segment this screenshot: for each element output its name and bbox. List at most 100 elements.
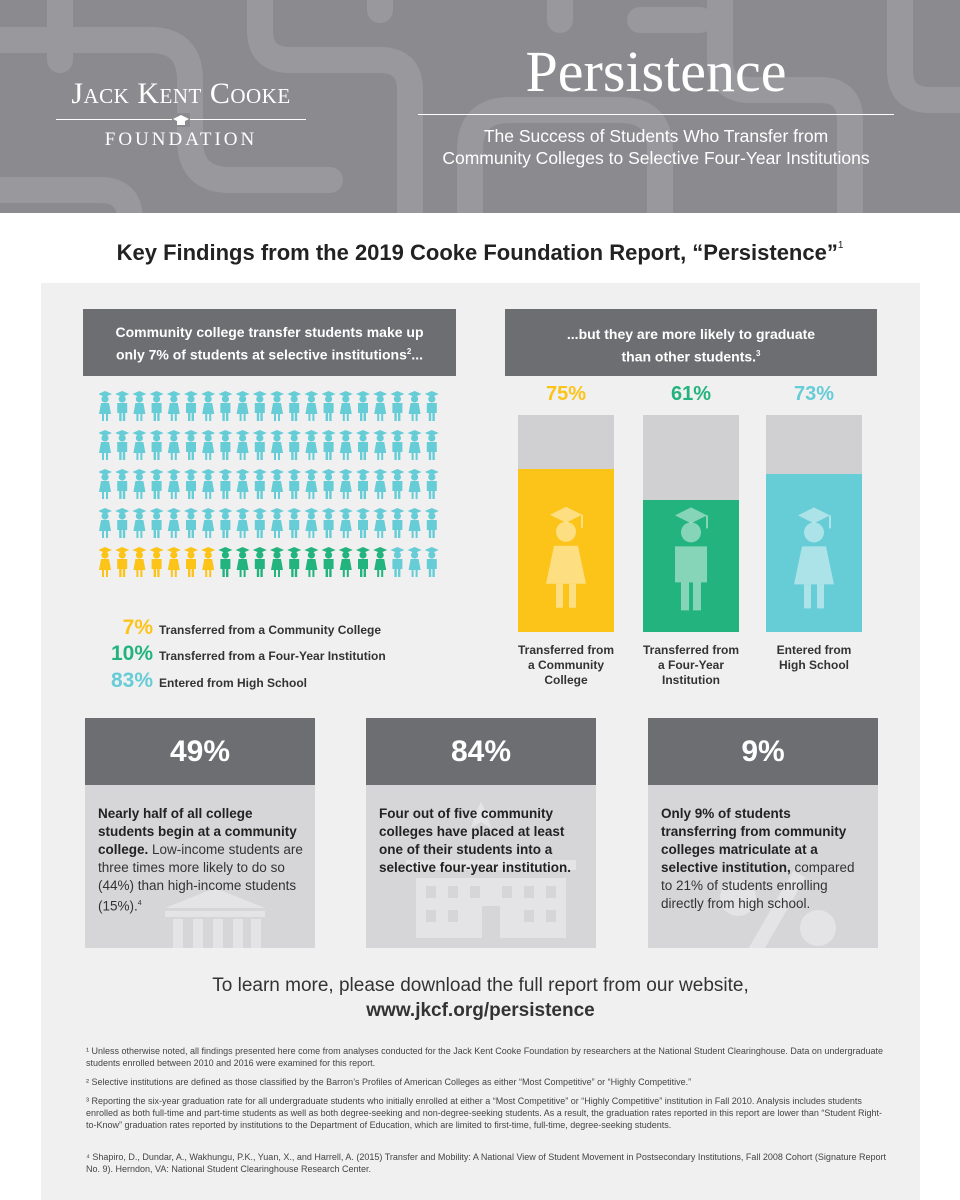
student-figure — [287, 547, 302, 577]
page-title: Key Findings from the 2019 Cooke Foundat… — [0, 240, 960, 266]
stat-text: Four out of five community colleges have… — [379, 805, 586, 877]
student-figure — [115, 469, 130, 499]
stat-value: 9% — [648, 718, 878, 785]
student-figure — [201, 469, 216, 499]
student-figure — [356, 469, 370, 499]
student-figure — [356, 430, 370, 460]
footnote-4: ⁴ Shapiro, D., Dundar, A., Wakhungu, P.K… — [86, 1152, 886, 1174]
student-figure — [304, 469, 319, 499]
graduate-figure-icon — [794, 506, 834, 608]
student-figure — [149, 508, 164, 538]
title-divider — [418, 114, 894, 115]
student-figure — [252, 469, 267, 499]
footnote-ref-1: 1 — [837, 240, 844, 251]
student-figure — [356, 547, 370, 577]
legend-pct: 7% — [122, 616, 153, 639]
student-figure — [287, 469, 302, 499]
student-figure — [424, 547, 439, 577]
student-figure — [407, 508, 422, 538]
stat-text-rest: Low-income students are three times more… — [98, 842, 303, 914]
student-figure — [184, 508, 198, 538]
learn-more-text: To learn more, please download the full … — [212, 975, 749, 996]
student-figure — [218, 547, 233, 577]
student-figure — [184, 391, 198, 421]
student-figure — [115, 508, 130, 538]
student-figure — [218, 391, 233, 421]
student-figure-grid — [99, 391, 439, 577]
bar-value-label: 61% — [670, 383, 712, 405]
student-figure — [287, 508, 302, 538]
student-figure — [184, 430, 198, 460]
student-figure — [407, 547, 422, 577]
student-figure — [166, 547, 181, 577]
student-figure — [252, 430, 267, 460]
student-figure — [373, 508, 388, 538]
student-figure — [356, 391, 370, 421]
student-figure — [373, 391, 388, 421]
student-figure — [149, 547, 164, 577]
stat-text-bold: Only 9% of students transferring from co… — [661, 806, 847, 875]
student-figure — [132, 508, 147, 538]
student-figure — [304, 430, 319, 460]
decorative-pattern — [0, 0, 960, 213]
learn-more: To learn more, please download the full … — [41, 973, 920, 1023]
student-figure — [356, 508, 370, 538]
bar-category-label-line: Transferred from — [642, 643, 740, 657]
report-link[interactable]: www.jkcf.org/persistence — [366, 1000, 595, 1021]
bar-category-label-line: Institution — [662, 673, 720, 687]
student-figure — [424, 469, 439, 499]
student-figure — [132, 547, 147, 577]
student-figure — [424, 430, 439, 460]
student-figure — [321, 469, 336, 499]
student-figure — [270, 508, 284, 538]
student-figure — [166, 391, 181, 421]
student-figure — [201, 547, 216, 577]
student-figure — [149, 469, 164, 499]
student-figure — [373, 469, 388, 499]
student-figure — [99, 547, 112, 577]
building-watermark-icon — [165, 888, 265, 948]
right-callout-line1: ...but they are more likely to graduate — [566, 326, 816, 342]
student-figure — [235, 508, 250, 538]
foundation-logo[interactable]: Jack Kent Cooke FOUNDATION — [50, 78, 312, 151]
legend-item-high-school: 83% Entered from High School — [101, 669, 307, 693]
student-figure — [218, 469, 233, 499]
student-figure — [390, 508, 405, 538]
student-figure — [201, 391, 216, 421]
student-figure — [99, 430, 112, 460]
student-figure — [218, 508, 233, 538]
footnote-1: ¹ Unless otherwise noted, all findings p… — [86, 1046, 883, 1068]
student-figure — [424, 508, 439, 538]
graduate-figure-icon — [675, 506, 708, 610]
bar-category-label: Transferred from a Community College — [491, 643, 641, 688]
report-title: Persistence — [525, 39, 787, 104]
bar — [518, 469, 614, 632]
legend-item-four-year: 10% Transferred from a Four-Year Institut… — [101, 642, 386, 666]
student-figure — [166, 469, 181, 499]
student-figure — [99, 508, 112, 538]
legend-pct: 83% — [110, 669, 153, 692]
student-figure — [338, 508, 353, 538]
student-figure — [235, 391, 250, 421]
percent-watermark-icon — [720, 870, 836, 948]
bar-category-label: Transferred from a Four-Year Institution — [616, 643, 766, 688]
student-figure — [270, 547, 284, 577]
student-figure — [252, 508, 267, 538]
logo-name: Jack Kent Cooke — [71, 77, 291, 110]
student-figure — [390, 391, 405, 421]
legend-label: Entered from High School — [159, 676, 308, 690]
report-title-block: Persistence The Success of Students Who … — [418, 40, 894, 169]
stat-text-bold: Four out of five community colleges have… — [379, 806, 572, 875]
bar-category-label: Entered from High School — [739, 643, 889, 673]
stat-text-bold: Nearly half of all college students begi… — [98, 806, 297, 857]
student-figure — [304, 391, 319, 421]
student-figure — [99, 391, 112, 421]
student-figure — [99, 469, 112, 499]
left-callout-box: Community college transfer students make… — [83, 309, 456, 376]
student-figure — [166, 430, 181, 460]
stat-text-rest: compared to 21% of students enrolling di… — [661, 860, 855, 911]
student-figure — [132, 430, 147, 460]
student-figure — [373, 430, 388, 460]
student-figure — [424, 391, 439, 421]
student-figure — [338, 547, 353, 577]
